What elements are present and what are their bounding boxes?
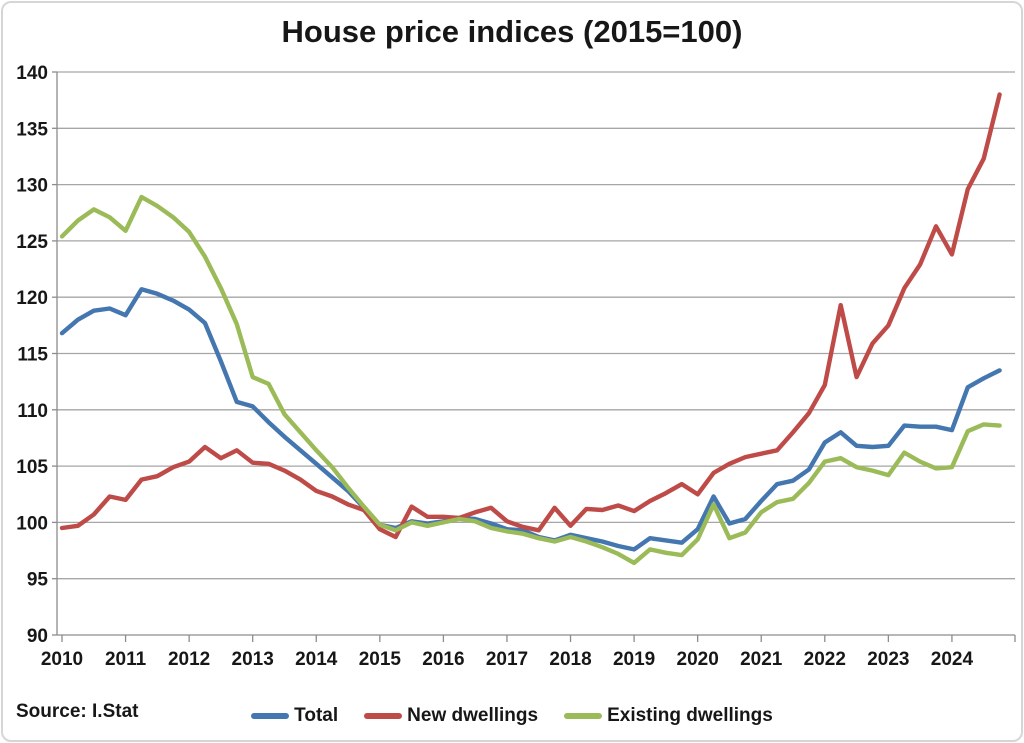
y-tick-label: 95 [27, 570, 49, 591]
y-tick-label: 135 [16, 119, 48, 140]
y-tick-label: 105 [16, 457, 48, 478]
x-tick-label: 2021 [740, 649, 783, 670]
x-tick-label: 2022 [804, 649, 846, 670]
x-tick-label: 2010 [41, 649, 83, 670]
y-tick-label: 110 [17, 401, 48, 422]
chart-footer: Source: I.Stat Total New dwellings Exist… [0, 698, 1024, 734]
y-tick-label: 120 [16, 288, 48, 309]
chart-title: House price indices (2015=100) [281, 14, 743, 49]
y-tick-label: 90 [27, 626, 48, 647]
y-tick-label: 115 [17, 345, 48, 366]
legend: Total New dwellings Existing dwellings [0, 698, 1024, 734]
legend-label-new-dwellings: New dwellings [407, 705, 539, 726]
legend-label-total: Total [294, 705, 339, 726]
x-tick-label: 2013 [232, 649, 274, 670]
y-tick-label: 130 [16, 176, 48, 197]
x-tick-label: 2016 [422, 649, 464, 670]
x-tick-label: 2024 [931, 649, 974, 670]
x-tick-label: 2019 [613, 649, 655, 670]
legend-item-total: Total [251, 705, 338, 727]
x-tick-label: 2020 [677, 649, 719, 670]
legend-item-existing-dwellings: Existing dwellings [564, 705, 773, 727]
total-line-swatch [251, 713, 290, 719]
x-tick-label: 2014 [295, 649, 338, 670]
series-line-total [59, 287, 1002, 552]
y-tick-label: 125 [16, 232, 48, 253]
x-tick-label: 2018 [549, 649, 591, 670]
series-line-new-dwellings [59, 92, 1002, 540]
source-label: Source: I.Stat [16, 701, 139, 722]
y-tick-label: 140 [16, 63, 48, 84]
new-dwellings-line-swatch [364, 713, 403, 719]
y-tick-label: 100 [16, 513, 48, 534]
x-tick-label: 2017 [486, 649, 528, 670]
legend-label-existing-dwellings: Existing dwellings [607, 705, 773, 726]
legend-item-new-dwellings: New dwellings [364, 705, 538, 727]
x-tick-label: 2015 [359, 649, 402, 670]
x-tick-label: 2011 [105, 649, 147, 670]
x-tick-label: 2023 [867, 649, 909, 670]
x-tick-label: 2012 [168, 649, 210, 670]
existing-dwellings-line-swatch [564, 713, 603, 719]
series-line-existing-dwellings [59, 194, 1002, 566]
